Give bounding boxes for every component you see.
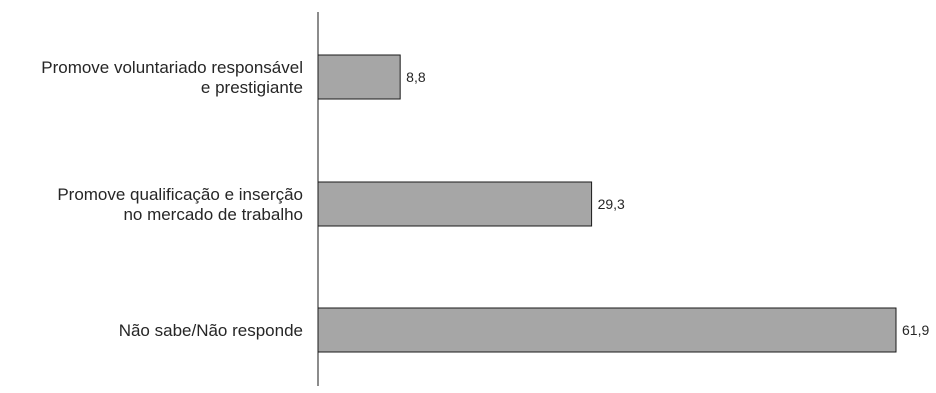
data-label: 29,3 — [598, 196, 625, 212]
category-label: no mercado de trabalho — [123, 205, 303, 224]
bar — [317, 307, 897, 353]
value-labels-group: 8,8 29,3 61,9 — [406, 69, 929, 338]
category-label: Promove qualificação e inserção — [57, 185, 303, 204]
data-label: 8,8 — [406, 69, 426, 85]
category-label: Não sabe/Não responde — [119, 321, 303, 340]
bar — [317, 54, 401, 100]
category-label: Promove voluntariado responsável — [41, 58, 303, 77]
bars-group — [317, 54, 897, 353]
bar — [317, 181, 593, 227]
data-label: 61,9 — [902, 322, 929, 338]
category-label: e prestigiante — [201, 78, 303, 97]
